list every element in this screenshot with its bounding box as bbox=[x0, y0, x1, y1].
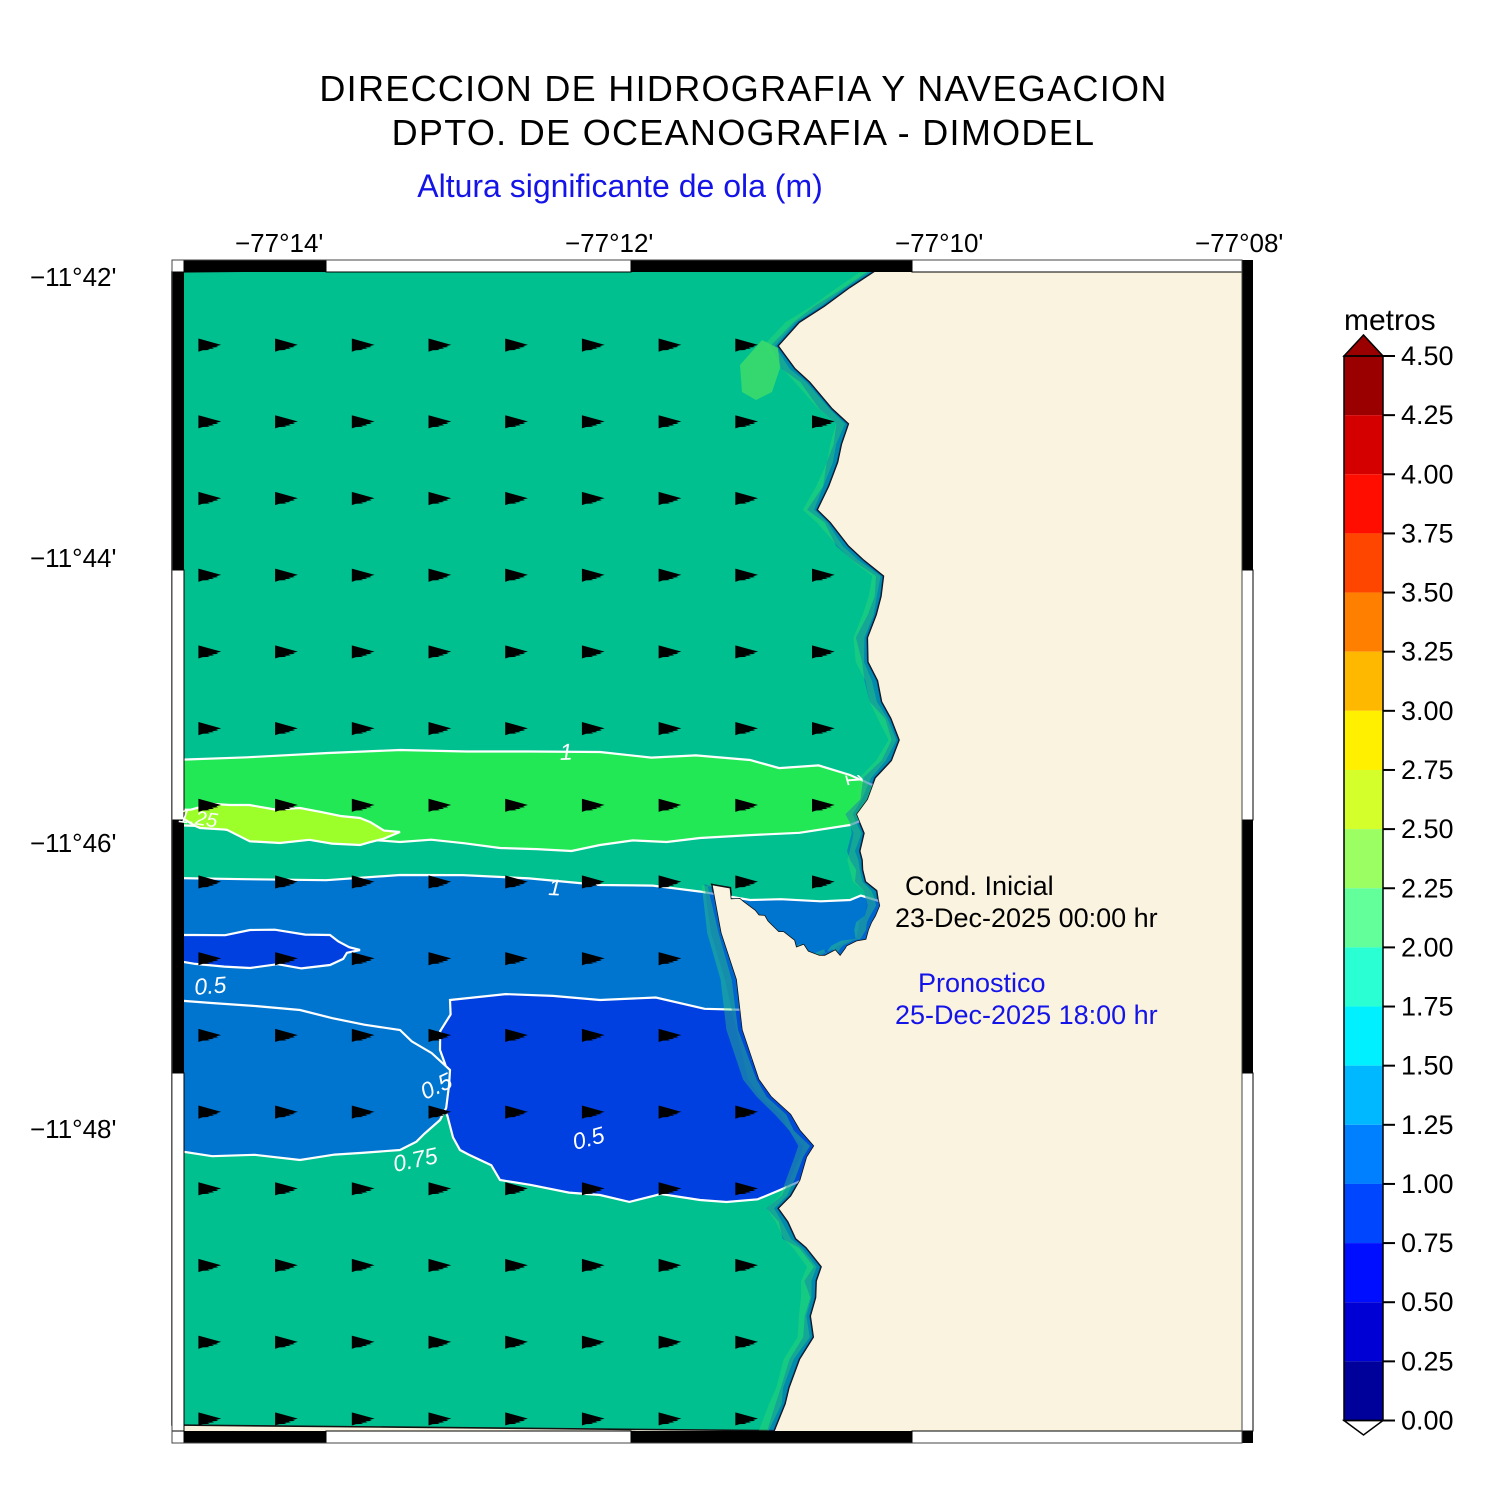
svg-text:3.75: 3.75 bbox=[1401, 518, 1454, 548]
svg-text:25-Dec-2025 18:00 hr: 25-Dec-2025 18:00 hr bbox=[895, 1000, 1158, 1030]
svg-text:Cond. Inicial: Cond. Inicial bbox=[905, 871, 1054, 901]
svg-text:1.50: 1.50 bbox=[1401, 1051, 1454, 1081]
svg-text:2.25: 2.25 bbox=[1401, 873, 1454, 903]
svg-text:metros: metros bbox=[1344, 304, 1436, 337]
svg-text:23-Dec-2025 00:00 hr: 23-Dec-2025 00:00 hr bbox=[895, 903, 1158, 933]
svg-text:2.50: 2.50 bbox=[1401, 814, 1454, 844]
svg-text:1.25: 1.25 bbox=[1401, 1110, 1454, 1140]
svg-text:0.75: 0.75 bbox=[1401, 1228, 1454, 1258]
svg-text:Pronostico: Pronostico bbox=[918, 968, 1046, 998]
svg-text:4.00: 4.00 bbox=[1401, 459, 1454, 489]
svg-text:3.50: 3.50 bbox=[1401, 578, 1454, 608]
svg-text:0.5: 0.5 bbox=[193, 971, 227, 1000]
svg-text:2.75: 2.75 bbox=[1401, 755, 1454, 785]
svg-text:1.00: 1.00 bbox=[1401, 1169, 1454, 1199]
svg-text:3.25: 3.25 bbox=[1401, 637, 1454, 667]
svg-text:4.50: 4.50 bbox=[1401, 341, 1454, 371]
svg-text:0.25: 0.25 bbox=[1401, 1346, 1454, 1376]
svg-text:3.00: 3.00 bbox=[1401, 696, 1454, 726]
svg-text:1: 1 bbox=[559, 739, 573, 765]
svg-text:1.75: 1.75 bbox=[1401, 992, 1454, 1022]
svg-text:1: 1 bbox=[548, 874, 562, 901]
svg-text:2.00: 2.00 bbox=[1401, 932, 1454, 962]
svg-text:4.25: 4.25 bbox=[1401, 400, 1454, 430]
svg-text:0.00: 0.00 bbox=[1401, 1406, 1454, 1436]
svg-text:0.50: 0.50 bbox=[1401, 1287, 1454, 1317]
